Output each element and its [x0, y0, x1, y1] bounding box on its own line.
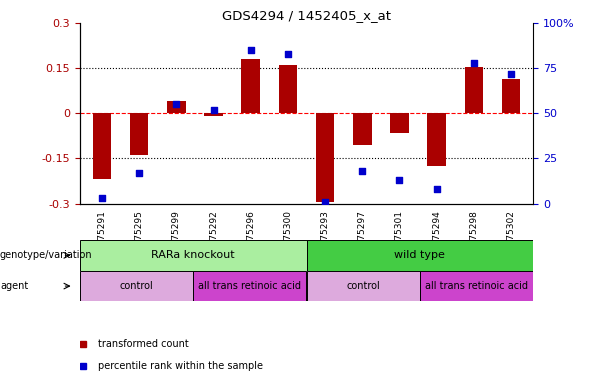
Bar	[353, 113, 371, 145]
Bar	[306, 271, 420, 301]
Bar	[80, 271, 193, 301]
Text: percentile rank within the sample: percentile rank within the sample	[98, 361, 263, 371]
Point	[97, 195, 107, 201]
Point	[208, 107, 218, 113]
Point	[469, 60, 479, 66]
Text: control: control	[120, 281, 153, 291]
Bar	[130, 113, 148, 156]
Bar	[279, 65, 297, 113]
Text: RARa knockout: RARa knockout	[151, 250, 235, 260]
Bar	[242, 59, 260, 113]
Title: GDS4294 / 1452405_x_at: GDS4294 / 1452405_x_at	[222, 9, 391, 22]
Bar	[390, 113, 409, 133]
Point	[172, 101, 181, 108]
Text: transformed count: transformed count	[98, 339, 189, 349]
Point	[134, 170, 144, 176]
Point	[283, 51, 293, 57]
Point	[395, 177, 405, 183]
Text: control: control	[346, 281, 380, 291]
Bar	[80, 240, 306, 271]
Point	[320, 199, 330, 205]
Point	[432, 186, 441, 192]
Point	[246, 47, 256, 53]
Bar	[93, 113, 112, 179]
Text: genotype/variation: genotype/variation	[0, 250, 93, 260]
Bar	[167, 101, 186, 113]
Text: wild type: wild type	[395, 250, 445, 260]
Text: all trans retinoic acid: all trans retinoic acid	[425, 281, 528, 291]
Bar	[193, 271, 306, 301]
Point	[506, 71, 516, 77]
Bar	[501, 79, 520, 113]
Bar	[465, 67, 483, 113]
Bar	[316, 113, 334, 202]
Point	[357, 168, 367, 174]
Text: all trans retinoic acid: all trans retinoic acid	[198, 281, 302, 291]
Text: agent: agent	[0, 281, 28, 291]
Bar	[427, 113, 446, 166]
Bar	[420, 271, 533, 301]
Bar	[306, 240, 533, 271]
Bar	[204, 113, 223, 116]
